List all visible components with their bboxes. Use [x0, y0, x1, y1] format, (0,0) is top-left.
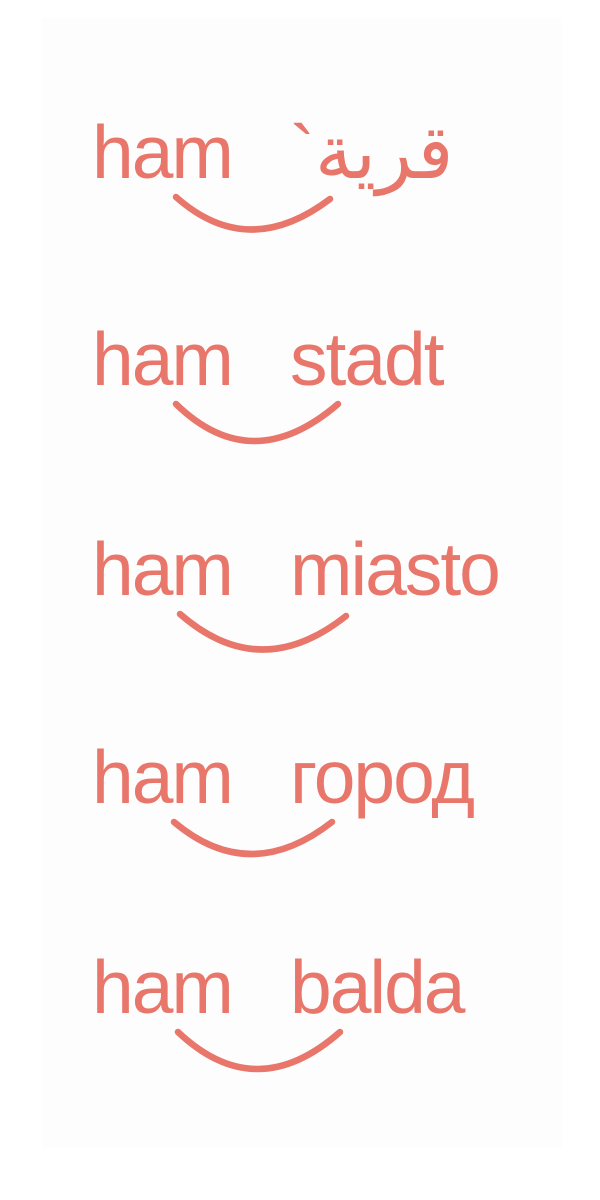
logo-word-ham: ham	[92, 317, 234, 401]
logo-word-ham: ham	[92, 527, 234, 611]
logo-word-ham: ham	[92, 110, 234, 194]
logo-polish: ham miasto	[92, 532, 552, 682]
logo-german: ham stadt	[92, 322, 552, 472]
smile-icon	[172, 400, 342, 445]
logo-arabic: ham قرية`	[92, 115, 552, 265]
logo-word-stadt: stadt	[290, 317, 445, 401]
smile-icon	[176, 610, 350, 653]
logo-word-ham: ham	[92, 735, 234, 819]
logo-word-miasto: miasto	[290, 527, 501, 611]
logo-word-balda: balda	[290, 945, 466, 1029]
smile-icon	[174, 1028, 344, 1073]
smile-icon	[172, 193, 334, 233]
logo-lithuanian: ham balda	[92, 950, 552, 1100]
logo-word-ham: ham	[92, 945, 234, 1029]
smile-icon	[170, 818, 336, 858]
logo-sheet	[42, 18, 562, 1148]
logo-word-gorod: город	[290, 735, 475, 819]
logo-russian: ham город	[92, 740, 552, 890]
logo-word-arabic: قرية`	[290, 110, 455, 194]
